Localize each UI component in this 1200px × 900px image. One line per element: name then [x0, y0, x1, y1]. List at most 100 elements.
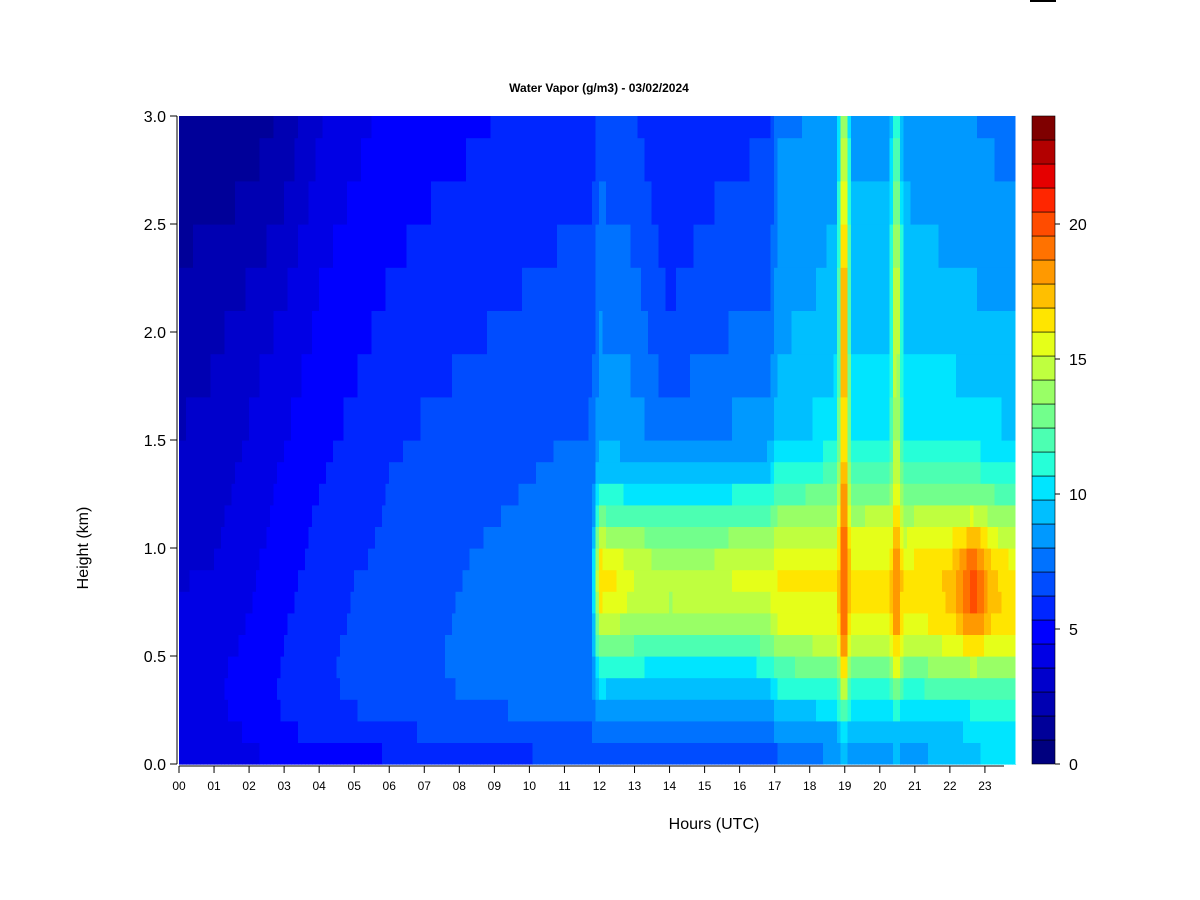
- heatmap-cell: [658, 224, 663, 268]
- heatmap-cell: [504, 634, 509, 657]
- heatmap-cell: [553, 526, 558, 549]
- heatmap-cell: [441, 137, 446, 182]
- heatmap-cell: [662, 634, 667, 657]
- heatmap-cell: [588, 483, 593, 506]
- heatmap-cell: [875, 634, 880, 657]
- heatmap-cell: [756, 569, 761, 592]
- heatmap-cell: [739, 720, 744, 743]
- heatmap-cell: [301, 461, 306, 484]
- heatmap-cell: [893, 353, 898, 398]
- heatmap-cell: [746, 137, 751, 182]
- heatmap-cell: [441, 656, 446, 679]
- heatmap-cell: [525, 137, 530, 182]
- heatmap-cell: [196, 137, 201, 182]
- heatmap-cell: [571, 504, 576, 527]
- heatmap-cell: [252, 634, 257, 657]
- heatmap-cell: [567, 180, 572, 225]
- heatmap-cell: [291, 677, 296, 700]
- heatmap-cell: [312, 267, 317, 311]
- heatmap-cell: [627, 116, 632, 139]
- heatmap-cell: [644, 569, 649, 592]
- heatmap-cell: [518, 396, 523, 441]
- heatmap-cell: [420, 634, 425, 657]
- heatmap-cell: [406, 353, 411, 398]
- heatmap-cell: [354, 224, 359, 268]
- heatmap-cell: [644, 591, 649, 614]
- heatmap-cell: [854, 699, 859, 722]
- heatmap-cell: [560, 353, 565, 398]
- heatmap-cell: [777, 677, 782, 700]
- heatmap-cell: [697, 742, 702, 765]
- heatmap-cell: [749, 224, 754, 268]
- heatmap-cell: [343, 720, 348, 743]
- heatmap-cell: [837, 526, 842, 549]
- heatmap-cell: [522, 526, 527, 549]
- heatmap-cell: [413, 526, 418, 549]
- heatmap-cell: [273, 656, 278, 679]
- heatmap-cell: [791, 569, 796, 592]
- heatmap-cell: [396, 656, 401, 679]
- heatmap-cell: [805, 310, 810, 355]
- heatmap-cell: [564, 137, 569, 182]
- heatmap-cell: [389, 396, 394, 441]
- heatmap-cell: [858, 180, 863, 225]
- heatmap-cell: [301, 137, 306, 182]
- heatmap-cell: [858, 440, 863, 463]
- heatmap-cell: [249, 656, 254, 679]
- heatmap-cell: [448, 634, 453, 657]
- heatmap-cell: [784, 440, 789, 463]
- heatmap-cell: [560, 180, 565, 225]
- heatmap-cell: [242, 353, 247, 398]
- heatmap-cell: [497, 677, 502, 700]
- heatmap-cell: [231, 677, 236, 700]
- heatmap-cell: [368, 310, 373, 355]
- heatmap-cell: [221, 137, 226, 182]
- heatmap-cell: [588, 267, 593, 311]
- heatmap-cell: [700, 591, 705, 614]
- heatmap-cell: [721, 569, 726, 592]
- heatmap-cell: [214, 634, 219, 657]
- heatmap-cell: [221, 634, 226, 657]
- heatmap-cell: [651, 116, 656, 139]
- heatmap-cell: [231, 548, 236, 571]
- heatmap-cell: [721, 591, 726, 614]
- heatmap-cell: [784, 634, 789, 657]
- heatmap-cell: [427, 483, 432, 506]
- heatmap-cell: [434, 548, 439, 571]
- heatmap-cell: [417, 720, 422, 743]
- heatmap-cell: [854, 461, 859, 484]
- heatmap-cell: [403, 396, 408, 441]
- heatmap-cell: [823, 677, 828, 700]
- heatmap-cell: [259, 699, 264, 722]
- heatmap-cell: [711, 396, 716, 441]
- heatmap-cell: [557, 677, 562, 700]
- heatmap-cell: [935, 742, 940, 765]
- heatmap-cell: [448, 180, 453, 225]
- heatmap-cell: [438, 310, 443, 355]
- heatmap-cell: [193, 483, 198, 506]
- heatmap-cell: [529, 310, 534, 355]
- heatmap-cell: [599, 116, 604, 139]
- heatmap-cell: [609, 634, 614, 657]
- heatmap-cell: [529, 180, 534, 225]
- heatmap-cell: [396, 483, 401, 506]
- heatmap-cell: [270, 591, 275, 614]
- heatmap-cell: [924, 116, 929, 139]
- heatmap-cell: [851, 267, 856, 311]
- heatmap-cell: [739, 504, 744, 527]
- heatmap-cell: [868, 440, 873, 463]
- heatmap-cell: [301, 310, 306, 355]
- heatmap-cell: [469, 116, 474, 139]
- heatmap-cell: [217, 548, 222, 571]
- heatmap-cell: [830, 699, 835, 722]
- heatmap-cell: [704, 699, 709, 722]
- heatmap-cell: [707, 461, 712, 484]
- heatmap-cell: [872, 677, 877, 700]
- heatmap-cell: [921, 720, 926, 743]
- heatmap-cell: [627, 440, 632, 463]
- heatmap-cell: [410, 569, 415, 592]
- heatmap-cell: [511, 504, 516, 527]
- heatmap-cell: [623, 591, 628, 614]
- heatmap-cell: [872, 180, 877, 225]
- heatmap-cell: [613, 591, 618, 614]
